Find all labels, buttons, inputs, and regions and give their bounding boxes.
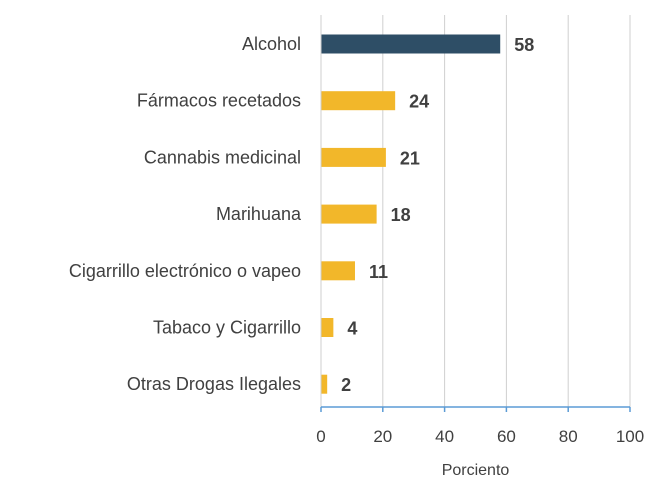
bar-5 (321, 318, 334, 337)
category-label-5: Tabaco y Cigarrillo (153, 318, 301, 338)
category-label-2: Cannabis medicinal (144, 147, 301, 167)
category-label-0: Alcohol (242, 34, 301, 54)
bar-3 (321, 204, 377, 224)
bar-4 (321, 261, 355, 281)
bar-2 (321, 147, 386, 167)
category-label-4: Cigarrillo electrónico o vapeo (69, 261, 301, 281)
bars (321, 34, 501, 394)
data-label-1: 24 (409, 92, 429, 112)
data-label-4: 11 (369, 262, 388, 282)
bar-6 (321, 374, 328, 394)
x-tick-label-20: 20 (373, 427, 392, 446)
bar-1 (321, 91, 396, 111)
gridlines (382, 15, 631, 407)
data-label-5: 4 (347, 319, 357, 339)
data-label-0: 58 (514, 35, 534, 55)
x-axis-title: Porciento (442, 462, 510, 477)
x-tick-label-60: 60 (497, 427, 516, 446)
data-label-3: 18 (391, 205, 411, 225)
category-label-1: Fármacos recetados (137, 91, 301, 111)
x-axis: 0 20 40 60 80 100 Porciento (316, 15, 644, 477)
x-tick-label-0: 0 (316, 427, 325, 446)
x-tick-label-40: 40 (435, 427, 454, 446)
x-tick-label-100: 100 (616, 427, 644, 446)
data-label-2: 21 (400, 148, 420, 168)
data-label-6: 2 (341, 375, 351, 395)
bar-0 (321, 34, 501, 54)
category-label-6: Otras Drogas Ilegales (127, 374, 301, 394)
x-tick-label-80: 80 (559, 427, 578, 446)
category-label-3: Marihuana (216, 204, 302, 224)
